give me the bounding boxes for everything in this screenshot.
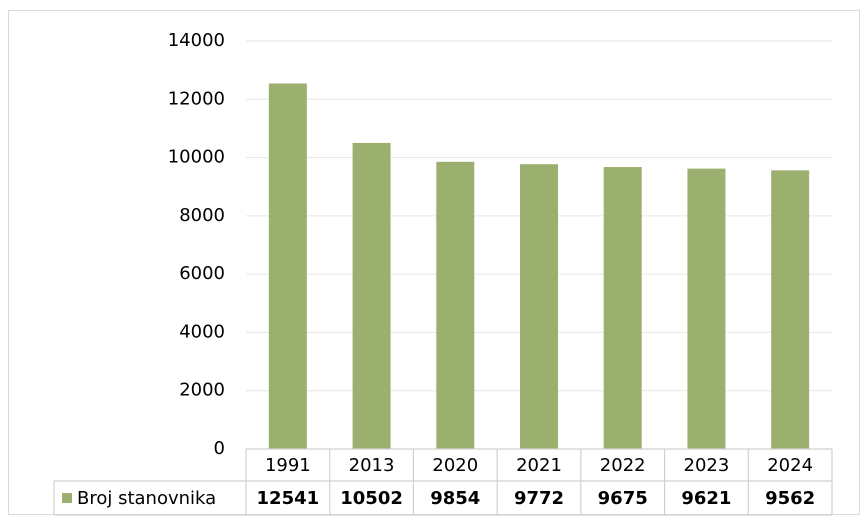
table-value: 9854 bbox=[430, 488, 480, 509]
y-tick-label: 2000 bbox=[179, 380, 225, 401]
y-tick-label: 14000 bbox=[168, 30, 225, 51]
y-tick-label: 0 bbox=[214, 438, 225, 459]
bar bbox=[436, 161, 475, 449]
table-value: 9772 bbox=[514, 488, 564, 509]
table-value: 9675 bbox=[598, 488, 648, 509]
x-tick-label: 1991 bbox=[265, 455, 311, 476]
x-tick-label: 2013 bbox=[349, 455, 395, 476]
table-value: 9562 bbox=[765, 488, 815, 509]
y-tick-label: 10000 bbox=[168, 147, 225, 168]
bar bbox=[687, 168, 726, 449]
x-tick-label: 2021 bbox=[516, 455, 562, 476]
x-tick-label: 2022 bbox=[600, 455, 646, 476]
table-value: 12541 bbox=[257, 488, 320, 509]
x-tick-label: 2023 bbox=[684, 455, 730, 476]
legend-label: Broj stanovnika bbox=[77, 488, 216, 509]
y-tick-label: 8000 bbox=[179, 205, 225, 226]
y-tick-label: 4000 bbox=[179, 321, 225, 342]
y-tick-label: 12000 bbox=[168, 88, 225, 109]
y-tick-label: 6000 bbox=[179, 263, 225, 284]
table-value: 9621 bbox=[681, 488, 731, 509]
bar bbox=[520, 164, 558, 449]
bar bbox=[603, 167, 642, 450]
x-tick-label: 2024 bbox=[767, 455, 813, 476]
legend-swatch bbox=[62, 493, 72, 503]
chart-border bbox=[8, 10, 860, 515]
x-tick-label: 2020 bbox=[432, 455, 478, 476]
bar bbox=[352, 142, 391, 449]
bar bbox=[268, 83, 307, 449]
bar bbox=[771, 170, 810, 449]
table-value: 10502 bbox=[340, 488, 403, 509]
